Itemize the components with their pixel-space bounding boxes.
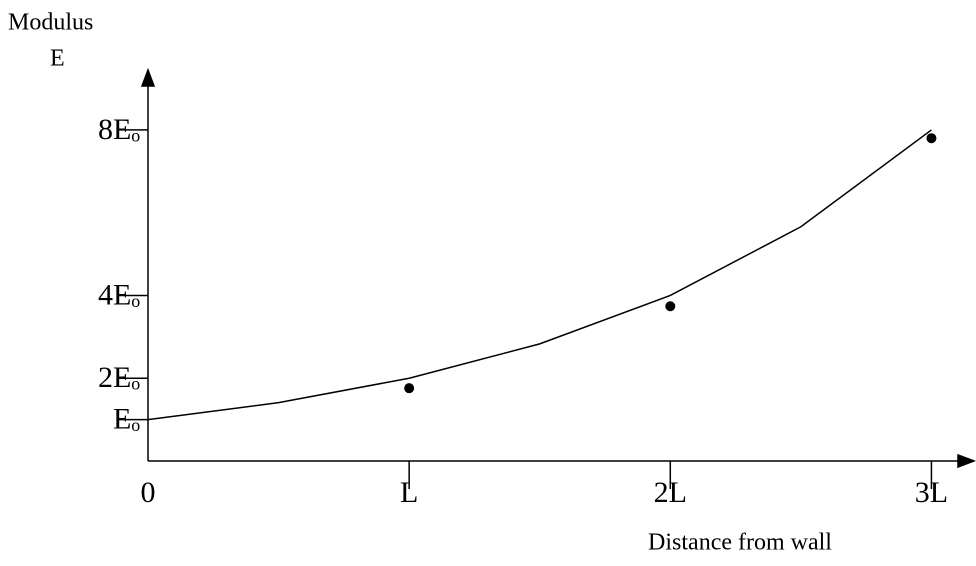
y-tick-label: 8Eₒ	[98, 113, 140, 146]
y-axis-label: E	[50, 46, 65, 72]
x-tick-label: 3L	[915, 476, 948, 509]
y-tick-label: Eₒ	[113, 403, 140, 436]
x-tick-label: 2L	[654, 476, 687, 509]
y-tick-label: 4Eₒ	[98, 278, 140, 311]
data-point	[926, 133, 937, 144]
axes	[140, 67, 976, 469]
x-tick-label: 0	[141, 476, 156, 509]
x-axis-label: Distance from wall	[648, 530, 832, 556]
x-axis-arrow	[957, 453, 976, 469]
y-axis-arrow	[140, 67, 156, 87]
y-tick-label: 2Eₒ	[98, 361, 140, 394]
data-point	[404, 383, 415, 394]
y-axis-label: Modulus	[8, 10, 93, 36]
curve	[147, 129, 932, 421]
x-tick-label: L	[400, 476, 418, 509]
data-point	[665, 301, 676, 312]
